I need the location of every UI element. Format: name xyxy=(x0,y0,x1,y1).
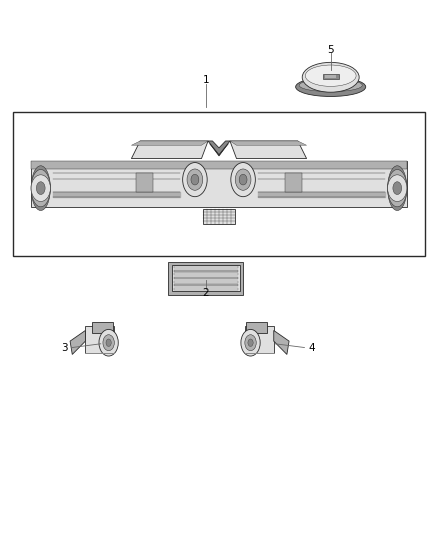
Text: 3: 3 xyxy=(61,343,68,352)
Polygon shape xyxy=(131,141,208,159)
Ellipse shape xyxy=(187,169,203,190)
Bar xyxy=(173,277,238,279)
Polygon shape xyxy=(274,330,289,354)
Ellipse shape xyxy=(393,182,402,195)
Bar xyxy=(85,326,114,353)
Polygon shape xyxy=(230,141,307,159)
Text: 2: 2 xyxy=(202,288,209,298)
Bar xyxy=(325,75,336,78)
Ellipse shape xyxy=(31,169,50,207)
Text: 4: 4 xyxy=(308,343,315,352)
Ellipse shape xyxy=(183,163,207,197)
Ellipse shape xyxy=(36,182,45,195)
Ellipse shape xyxy=(31,175,50,201)
Text: 5: 5 xyxy=(327,45,334,54)
Ellipse shape xyxy=(103,335,114,351)
Bar xyxy=(136,173,153,192)
Text: 1: 1 xyxy=(202,75,209,85)
Bar xyxy=(173,270,238,272)
Polygon shape xyxy=(230,141,307,145)
Ellipse shape xyxy=(248,339,253,346)
Ellipse shape xyxy=(388,166,407,211)
Ellipse shape xyxy=(99,329,118,356)
Bar xyxy=(245,326,274,353)
Ellipse shape xyxy=(305,65,356,86)
Bar xyxy=(323,74,339,79)
Ellipse shape xyxy=(302,62,359,92)
Bar xyxy=(173,280,238,282)
Bar xyxy=(173,284,238,286)
Bar xyxy=(173,266,238,268)
Ellipse shape xyxy=(191,174,199,185)
Bar xyxy=(92,322,113,333)
Ellipse shape xyxy=(245,335,256,351)
Ellipse shape xyxy=(299,79,362,92)
Ellipse shape xyxy=(388,169,407,207)
Bar xyxy=(172,265,240,291)
Bar xyxy=(13,112,425,256)
Ellipse shape xyxy=(231,163,255,197)
Ellipse shape xyxy=(106,339,111,346)
Bar xyxy=(285,173,302,192)
Polygon shape xyxy=(70,330,85,354)
Polygon shape xyxy=(208,141,230,156)
Bar xyxy=(246,322,267,333)
Ellipse shape xyxy=(31,166,50,211)
Bar xyxy=(202,209,236,224)
Polygon shape xyxy=(131,141,208,145)
Bar xyxy=(173,288,238,290)
Ellipse shape xyxy=(239,174,247,185)
Ellipse shape xyxy=(235,169,251,190)
Ellipse shape xyxy=(241,329,260,356)
Bar xyxy=(173,273,238,276)
Ellipse shape xyxy=(296,77,366,96)
Bar xyxy=(31,161,407,206)
Bar xyxy=(168,262,243,295)
Ellipse shape xyxy=(388,175,407,201)
Bar xyxy=(31,161,407,169)
